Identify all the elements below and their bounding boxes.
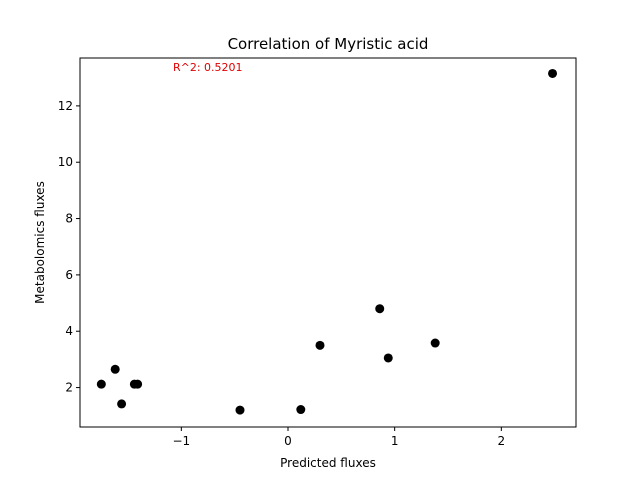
x-tick-label: 0 [284, 434, 292, 448]
data-point [110, 364, 120, 374]
x-axis-label: Predicted fluxes [280, 456, 376, 470]
data-point [133, 379, 143, 389]
data-point [296, 405, 306, 415]
y-tick-label: 8 [65, 212, 73, 226]
y-tick-label: 2 [65, 381, 73, 395]
y-tick-label: 4 [65, 324, 73, 338]
chart-title: Correlation of Myristic acid [228, 35, 429, 53]
data-point [315, 340, 325, 350]
data-point [96, 379, 106, 389]
x-tick-label: −1 [172, 434, 190, 448]
data-point [375, 304, 385, 314]
data-point [383, 353, 393, 363]
y-tick-label: 6 [65, 268, 73, 282]
x-tick-label: 1 [391, 434, 399, 448]
data-point [235, 405, 245, 415]
y-tick-label: 10 [58, 155, 73, 169]
r-squared-annotation: R^2: 0.5201 [173, 61, 243, 74]
y-tick-label: 12 [58, 99, 73, 113]
x-tick-label: 2 [498, 434, 506, 448]
data-point [117, 399, 127, 409]
y-axis-label: Metabolomics fluxes [33, 181, 47, 304]
plot-area-frame [79, 57, 577, 428]
data-points [96, 68, 558, 415]
data-point [430, 338, 440, 348]
data-point [548, 68, 558, 78]
